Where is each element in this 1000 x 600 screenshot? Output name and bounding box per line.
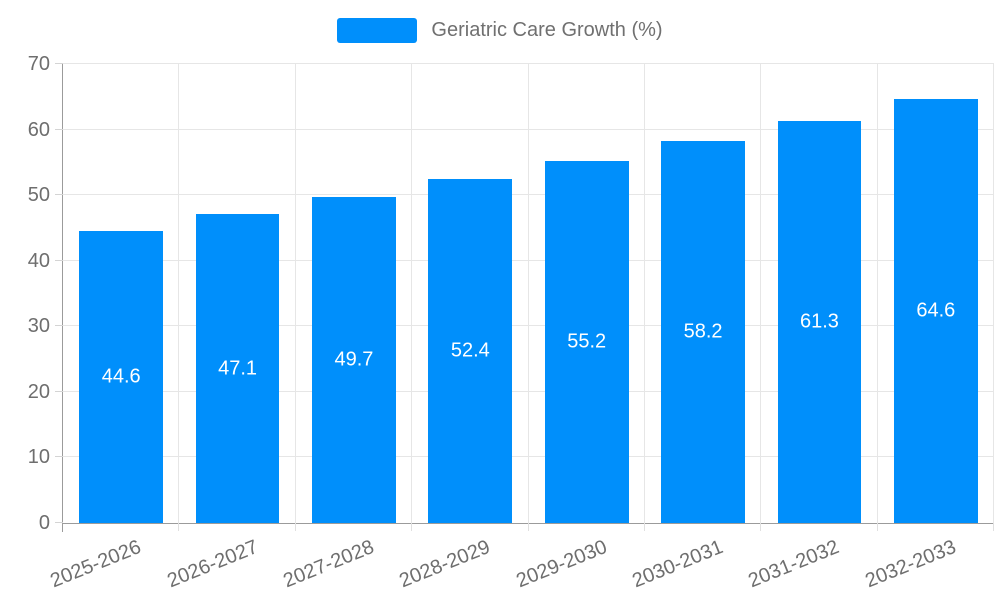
x-axis-tick-label: 2029-2030 bbox=[512, 536, 610, 593]
bar[interactable]: 47.1 bbox=[195, 214, 280, 523]
y-axis-tick-mark bbox=[55, 325, 63, 327]
bar-value-label: 44.6 bbox=[101, 365, 141, 388]
y-axis-tick-mark bbox=[55, 194, 63, 196]
y-axis-tick-mark bbox=[55, 456, 63, 458]
vertical-gridline bbox=[993, 64, 994, 523]
y-axis-tick-label: 10 bbox=[27, 446, 50, 469]
y-axis-tick-mark bbox=[55, 63, 63, 64]
y-axis-tick-label: 50 bbox=[27, 184, 50, 207]
bar-value-label: 58.2 bbox=[683, 320, 723, 343]
x-axis-tick-mark bbox=[876, 523, 878, 531]
y-axis-tick-label: 60 bbox=[27, 118, 50, 141]
vertical-gridline bbox=[178, 64, 180, 523]
y-axis-tick-label: 70 bbox=[27, 53, 50, 75]
horizontal-gridline bbox=[63, 194, 994, 196]
horizontal-gridline bbox=[63, 390, 994, 392]
y-axis-tick-label: 20 bbox=[27, 380, 50, 403]
x-axis-tick-mark bbox=[62, 523, 63, 532]
x-axis-tick-mark bbox=[178, 523, 180, 531]
x-axis-tick-label: 2026-2027 bbox=[163, 536, 261, 593]
bar[interactable]: 52.4 bbox=[428, 179, 513, 523]
vertical-gridline bbox=[527, 64, 529, 523]
x-axis-tick-label: 2027-2028 bbox=[280, 536, 378, 593]
plot-area: 0 10 20 30 40 50 60 70 44.6 2025-2026 47.1 2026-202… bbox=[28, 54, 994, 592]
bar[interactable]: 49.7 bbox=[312, 197, 396, 523]
bar-value-label: 55.2 bbox=[567, 330, 607, 353]
x-axis-tick-mark bbox=[527, 523, 529, 531]
horizontal-gridline bbox=[63, 63, 994, 64]
bar-value-label: 47.1 bbox=[218, 357, 258, 380]
x-axis-tick-label: 2030-2031 bbox=[629, 536, 727, 593]
bar[interactable]: 55.2 bbox=[544, 161, 629, 523]
vertical-gridline bbox=[760, 64, 762, 523]
horizontal-gridline bbox=[63, 128, 994, 130]
horizontal-gridline bbox=[63, 456, 994, 458]
bar-value-label: 52.4 bbox=[450, 339, 490, 362]
x-axis-tick-label: 2032-2033 bbox=[862, 536, 960, 593]
y-axis-tick-mark bbox=[55, 390, 63, 392]
y-axis-tick-mark bbox=[55, 259, 63, 261]
x-axis-tick-label: 2028-2029 bbox=[396, 536, 494, 593]
vertical-gridline bbox=[411, 64, 413, 523]
y-axis-tick-mark bbox=[55, 522, 63, 523]
y-axis-tick-label: 40 bbox=[27, 249, 50, 272]
bar[interactable]: 64.6 bbox=[893, 99, 978, 523]
x-axis-tick-mark bbox=[411, 523, 413, 531]
y-axis-tick-label: 30 bbox=[27, 315, 50, 338]
bar[interactable]: 44.6 bbox=[79, 230, 164, 523]
legend[interactable]: Geriatric Care Growth (%) bbox=[0, 18, 1000, 43]
vertical-gridline bbox=[643, 64, 645, 523]
x-axis-tick-mark bbox=[760, 523, 762, 531]
x-axis-tick-mark bbox=[993, 523, 994, 531]
bar-value-label: 61.3 bbox=[799, 310, 839, 333]
legend-swatch bbox=[337, 18, 418, 43]
legend-label: Geriatric Care Growth (%) bbox=[431, 19, 663, 41]
bar[interactable]: 61.3 bbox=[777, 121, 862, 523]
y-axis-tick-label: 0 bbox=[38, 512, 50, 534]
x-axis-tick-mark bbox=[643, 523, 645, 531]
x-axis-tick-label: 2031-2032 bbox=[745, 536, 843, 593]
vertical-gridline bbox=[294, 64, 296, 523]
bar-value-label: 49.7 bbox=[334, 348, 374, 371]
y-axis-tick-mark bbox=[55, 128, 63, 130]
x-axis-tick-label: 2025-2026 bbox=[47, 536, 145, 593]
bar-value-label: 64.6 bbox=[916, 299, 956, 322]
horizontal-gridline bbox=[63, 325, 994, 327]
bar[interactable]: 58.2 bbox=[661, 141, 745, 523]
vertical-gridline bbox=[876, 64, 878, 523]
x-axis-tick-mark bbox=[294, 523, 296, 531]
horizontal-gridline bbox=[63, 259, 994, 261]
